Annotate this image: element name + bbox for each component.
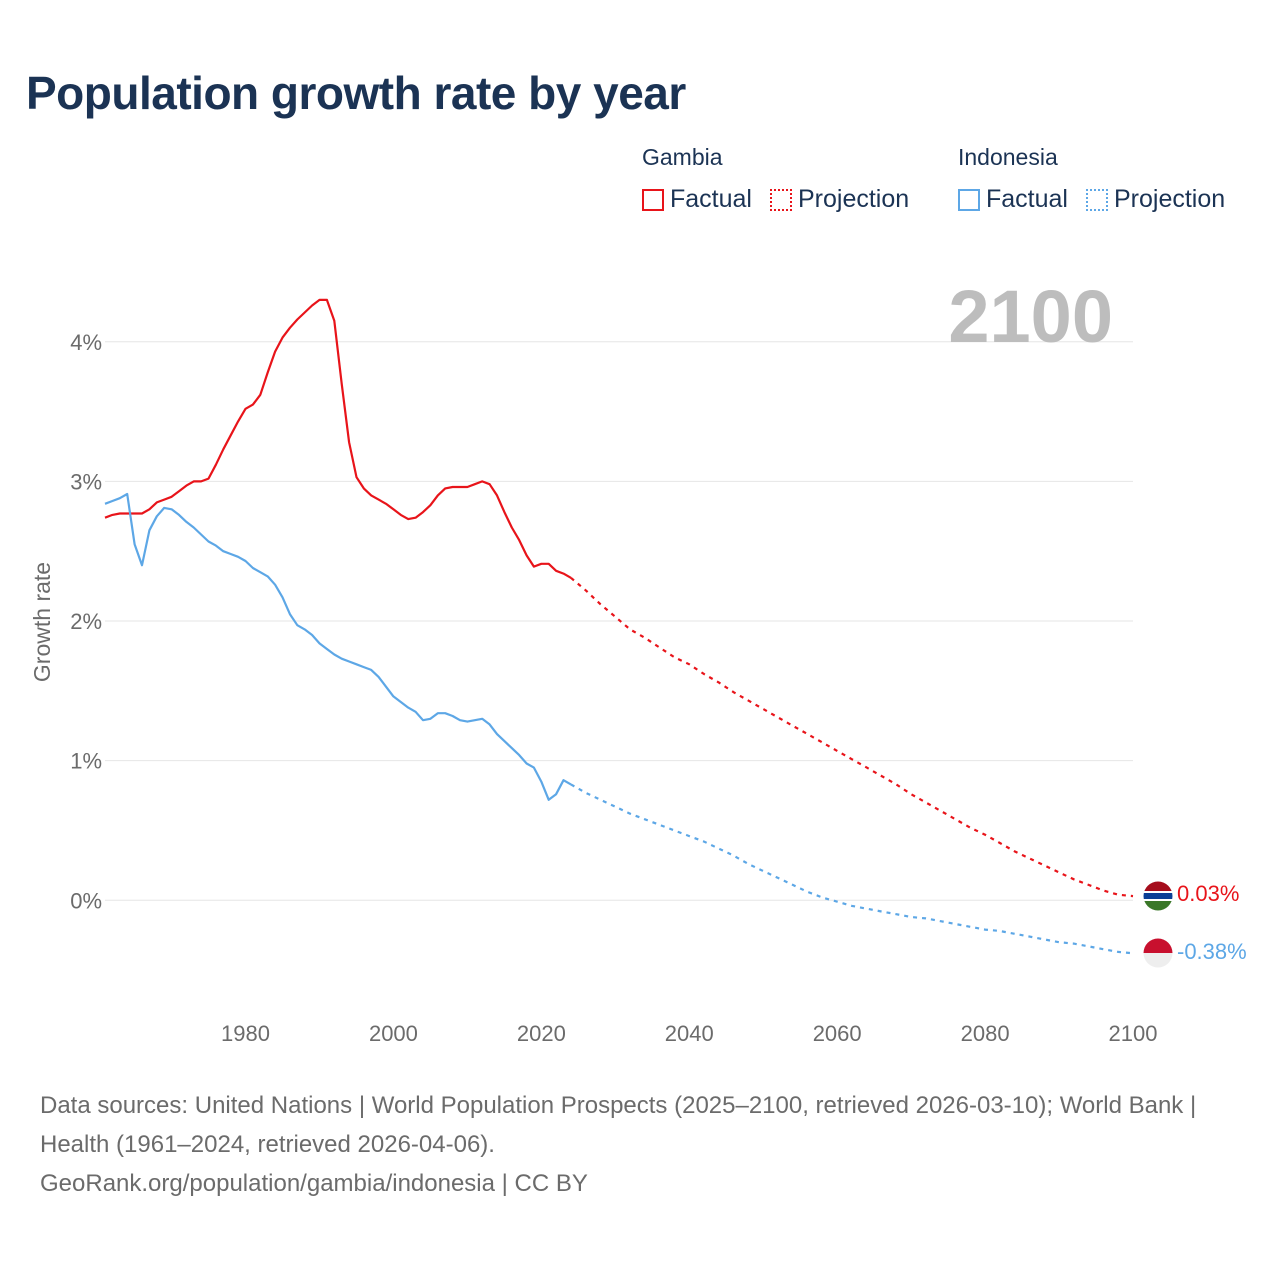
legend-group-indonesia: Indonesia Factual Projection: [958, 144, 1225, 214]
chart-title: Population growth rate by year: [26, 67, 686, 119]
legend-item-indonesia-projection[interactable]: Projection: [1085, 185, 1226, 214]
grid: [105, 341, 1133, 901]
x-tick-label: 1980: [221, 1021, 270, 1046]
legend-group-gambia: Gambia Factual Projection: [642, 144, 909, 214]
current-year-watermark: 2100: [948, 275, 1113, 358]
data-sources: Data sources: United Nations | World Pop…: [40, 1092, 1197, 1158]
legend-swatch-solid: [642, 188, 664, 211]
legend-group-title: Indonesia: [958, 144, 1058, 170]
x-tick-label: 2060: [813, 1021, 862, 1046]
x-tick-label: 2000: [369, 1021, 418, 1046]
gambia-projection-line[interactable]: [570, 576, 1134, 898]
gambia-flag-icon: [1143, 881, 1173, 911]
y-axis-label: Growth rate: [29, 562, 55, 682]
series: [104, 298, 1134, 955]
growth-rate-chart: 0%1%2%3%4% 1980 2000 2020 2040 2060 2080 2100 …: [29, 275, 1247, 1046]
legend-swatch-solid: [958, 188, 980, 211]
footer: Data sources: United Nations | World Pop…: [40, 1086, 1240, 1203]
y-tick-label: 2%: [70, 609, 102, 634]
legend-swatch-dotted: [769, 188, 792, 211]
x-tick-label: 2100: [1109, 1021, 1158, 1046]
legend-item-indonesia-factual[interactable]: Factual: [958, 185, 1068, 214]
legend-item-gambia-factual[interactable]: Factual: [642, 185, 752, 214]
y-tick-label: 3%: [70, 469, 102, 494]
legend-item-gambia-projection[interactable]: Projection: [769, 185, 910, 214]
x-tick-label: 2020: [517, 1021, 566, 1046]
legend-swatch-dotted: [1085, 188, 1108, 211]
x-tick-label: 2040: [665, 1021, 714, 1046]
x-tick-label: 2080: [961, 1021, 1010, 1046]
y-tick-label: 0%: [70, 888, 102, 913]
indonesia-projection-line[interactable]: [570, 783, 1134, 955]
legend-label: Factual: [986, 185, 1068, 213]
indonesia-factual-line[interactable]: [104, 492, 572, 801]
credit-line: GeoRank.org/population/gambia/indonesia …: [40, 1170, 588, 1197]
y-tick-label: 4%: [70, 330, 102, 355]
indonesia-end-value: -0.38%: [1177, 939, 1247, 964]
gambia-factual-line[interactable]: [104, 298, 572, 579]
x-axis: 1980 2000 2020 2040 2060 2080 2100: [221, 1021, 1157, 1046]
y-tick-label: 1%: [70, 749, 102, 774]
gambia-end-value: 0.03%: [1177, 881, 1239, 906]
indonesia-flag-icon: [1143, 938, 1173, 968]
legend-group-title: Gambia: [642, 144, 723, 170]
legend-label: Factual: [670, 185, 752, 213]
y-axis: 0% 1% 2% 3% 4%: [70, 330, 102, 913]
legend-label: Projection: [797, 185, 910, 213]
legend-label: Projection: [1113, 185, 1226, 213]
